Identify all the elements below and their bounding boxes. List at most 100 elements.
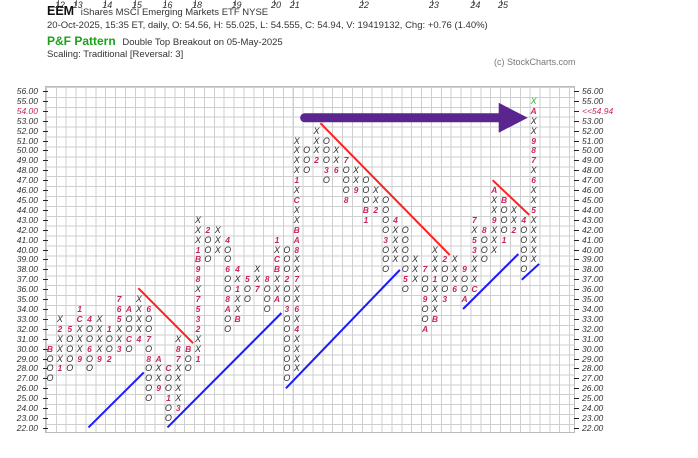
pattern-description: Double Top Breakout on 05-May-2025 [122,37,283,48]
y-axis-label-left: 28.00 [16,363,38,374]
month-label: A [421,323,429,334]
month-label: 8 [481,224,487,235]
y-axis-label-right: 34.00 [582,304,604,315]
pf-box-o: O [283,294,291,305]
pf-box-x: X [491,195,498,205]
pf-box-x: X [491,224,498,235]
pf-box-o: O [362,195,370,205]
pf-box-o: O [401,234,409,245]
pf-box-o: O [401,254,409,265]
pf-box-x: X [392,254,399,265]
pf-box-o: O [66,333,74,344]
copyright: (c) StockCharts.com [494,57,576,67]
pf-box-o: O [85,363,93,374]
y-axis-tick-right [574,309,579,311]
y-axis-label-left: 48.00 [16,165,38,176]
month-label: 2 [442,254,448,265]
month-label: 7 [254,284,260,295]
month-label: 7 [116,294,122,305]
pf-box-o: O [401,284,409,295]
pf-box-x: X [530,254,537,265]
pf-box-x: X [392,234,399,245]
pf-box-x: X [412,264,419,275]
month-label: 2 [511,224,517,235]
pf-box-o: O [342,165,350,176]
y-axis-label-right: 47.00 [582,175,604,186]
month-label: 3 [323,165,329,176]
pf-box-x: X [530,125,537,136]
pf-box-o: O [520,264,528,275]
month-label: A [293,234,300,245]
x-axis-label: 20 [270,0,281,10]
pf-box-x: X [333,145,340,156]
pf-box-o: O [283,244,291,255]
pf-box-x: X [214,244,221,255]
y-axis-label-right: 31.00 [582,333,604,344]
y-axis-label-right: 38.00 [582,264,604,275]
pf-box-x: X [175,393,182,404]
month-label: A [461,294,468,305]
x-axis-label: 25 [497,0,508,10]
y-axis-tick-right [574,328,579,330]
pf-box-o: O [480,244,488,255]
x-axis-tick [273,0,275,6]
month-label: 9 [422,294,428,305]
month-label: 3 [195,313,201,324]
pf-box-o: O [322,175,330,186]
pf-box-o: O [500,224,508,235]
month-label: 1 [166,393,171,404]
x-axis-label: 24 [470,0,481,10]
month-label: 8 [225,294,231,305]
y-axis-label-left: 24.00 [16,403,38,414]
y-axis-label-left: 22.00 [16,422,38,433]
y-axis-tick-left [43,269,48,271]
quote-line: 20-Oct-2025, 15:35 ET, daily, O: 54.56, … [47,20,488,31]
y-axis-tick-left [43,150,48,152]
month-label: 6 [452,284,458,295]
pf-box-x: X [293,284,300,295]
pf-box-o: O [421,313,429,324]
month-label: 5 [195,304,201,315]
month-label: 9 [462,264,467,275]
pf-box-x: X [471,264,478,275]
month-label: 8 [195,274,201,285]
pf-box-o: O [184,353,192,364]
pf-box-o: O [125,343,133,354]
y-axis-label-left: 49.00 [16,155,38,166]
pf-box-x: X [175,373,182,384]
y-axis-tick-right [574,358,579,360]
pf-box-x: X [76,323,83,334]
month-label: 4 [225,234,231,245]
y-axis-label-right: 50.00 [582,145,604,156]
y-axis-tick-left [43,140,48,142]
y-axis-tick-right [574,130,579,132]
y-axis-tick-right [574,368,579,370]
month-label: 7 [343,155,349,166]
pf-box-x: X [431,304,438,315]
pf-box-o: O [263,284,271,295]
pf-box-x: X [96,333,103,344]
x-axis-tick [234,0,236,6]
pf-box-o: O [283,333,291,344]
y-axis-label-right: 51.00 [582,135,604,146]
y-axis-tick-left [43,100,48,102]
month-label: 8 [294,244,300,255]
y-axis-label-left: 33.00 [16,313,38,324]
month-label: B [185,343,192,354]
pf-box-o: O [145,393,153,404]
month-label: A [491,185,498,196]
pf-box-x: X [471,274,478,285]
y-axis-tick-right [574,91,579,92]
month-label: 1 [363,214,369,225]
y-axis-label-right: 40.00 [582,244,604,255]
pf-box-x: X [491,204,498,215]
pf-box-x: X [293,204,300,215]
y-axis-label-left: 56.00 [16,86,38,96]
pf-box-o: O [283,363,291,374]
y-axis-label-left: 23.00 [16,413,38,424]
month-label: 4 [393,214,398,225]
pf-box-o: O [164,373,172,384]
pf-box-x: X [313,145,320,156]
pf-box-x: X [56,353,63,364]
y-axis-tick-left [43,190,48,192]
